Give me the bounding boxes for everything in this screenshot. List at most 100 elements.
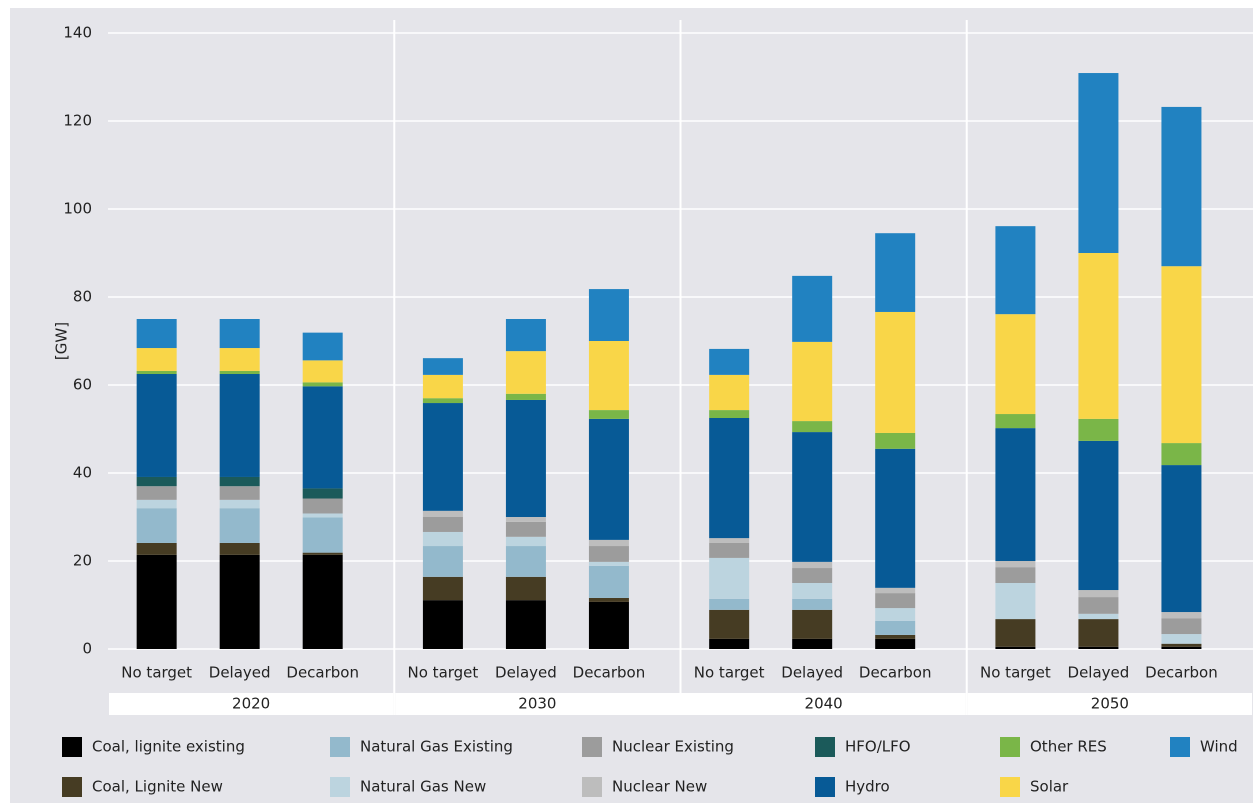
- bar-segment: [588, 410, 629, 419]
- bar-segment: [136, 319, 177, 349]
- group-label: 2050: [1091, 695, 1129, 713]
- bar-segment: [875, 634, 916, 639]
- chart-background: [10, 8, 1253, 803]
- bar-segment: [219, 319, 260, 349]
- bar-segment: [1078, 619, 1119, 647]
- legend-swatch: [815, 737, 835, 757]
- bar-segment: [302, 386, 343, 489]
- bar-segment: [1078, 418, 1119, 441]
- bar-segment: [422, 546, 463, 577]
- bar-segment: [995, 314, 1036, 415]
- bar-segment: [422, 398, 463, 404]
- bar-segment: [1078, 253, 1119, 419]
- x-tick-label: Delayed: [209, 664, 271, 682]
- bar-segment: [136, 348, 177, 371]
- bar-segment: [302, 552, 343, 555]
- bar-segment: [709, 542, 750, 558]
- bar-segment: [422, 600, 463, 649]
- legend-label: Solar: [1030, 778, 1069, 796]
- bar-segment: [792, 432, 833, 562]
- bar-segment: [422, 517, 463, 532]
- bar-segment: [709, 638, 750, 649]
- bar-segment: [422, 531, 463, 547]
- bar-segment: [422, 576, 463, 601]
- bar-segment: [995, 414, 1036, 429]
- bar-segment: [995, 567, 1036, 583]
- group-band: [395, 693, 680, 715]
- legend-label: Hydro: [845, 778, 890, 796]
- legend-swatch: [582, 737, 602, 757]
- bar-segment: [1161, 634, 1202, 644]
- bar-segment: [422, 374, 463, 399]
- group-label: 2030: [518, 695, 556, 713]
- bar-segment: [995, 226, 1036, 315]
- bar-segment: [302, 332, 343, 361]
- bar-segment: [588, 561, 629, 566]
- x-tick-label: Delayed: [1068, 664, 1130, 682]
- legend-swatch: [62, 737, 82, 757]
- bar-segment: [709, 538, 750, 543]
- legend-label: Nuclear New: [612, 778, 707, 796]
- legend-swatch: [1000, 777, 1020, 797]
- bar-segment: [219, 542, 260, 555]
- x-tick-label: Delayed: [781, 664, 843, 682]
- bar-segment: [505, 393, 546, 400]
- bar-segment: [1078, 590, 1119, 598]
- bar-segment: [709, 418, 750, 539]
- group-band: [681, 693, 966, 715]
- bar-segment: [422, 403, 463, 511]
- legend-label: Natural Gas Existing: [360, 738, 513, 756]
- legend-swatch: [62, 777, 82, 797]
- y-axis-label: [GW]: [53, 322, 71, 360]
- x-tick-label: No target: [121, 664, 192, 682]
- bar-segment: [588, 341, 629, 411]
- bar-segment: [1161, 443, 1202, 466]
- bar-segment: [995, 561, 1036, 568]
- bar-segment: [1078, 73, 1119, 253]
- group-band: [967, 693, 1252, 715]
- bar-segment: [792, 609, 833, 639]
- bar-segment: [792, 598, 833, 610]
- bar-segment: [995, 428, 1036, 561]
- bar-segment: [875, 620, 916, 635]
- bar-segment: [875, 432, 916, 449]
- bar-segment: [588, 539, 629, 547]
- bar-segment: [792, 561, 833, 569]
- y-tick-label: 140: [63, 24, 92, 42]
- bar-segment: [709, 557, 750, 599]
- bar-segment: [505, 546, 546, 577]
- bar-segment: [219, 554, 260, 649]
- x-tick-label: No target: [694, 664, 765, 682]
- bar-segment: [422, 358, 463, 375]
- bar-segment: [219, 348, 260, 371]
- y-tick-label: 20: [73, 552, 92, 570]
- bar-segment: [505, 536, 546, 547]
- bar-segment: [875, 448, 916, 588]
- bar-segment: [709, 374, 750, 411]
- bar-segment: [1078, 440, 1119, 591]
- bar-segment: [792, 421, 833, 433]
- legend-swatch: [815, 777, 835, 797]
- legend-label: Nuclear Existing: [612, 738, 734, 756]
- bar-segment: [792, 341, 833, 422]
- bar-segment: [1161, 646, 1202, 649]
- bar-segment: [875, 233, 916, 312]
- bar-segment: [136, 508, 177, 543]
- bar-segment: [995, 646, 1036, 649]
- legend-label: Other RES: [1030, 738, 1107, 756]
- bar-segment: [302, 360, 343, 383]
- bar-segment: [792, 583, 833, 599]
- bar-segment: [422, 510, 463, 517]
- bar-segment: [219, 374, 260, 477]
- bar-segment: [588, 289, 629, 341]
- bar-segment: [875, 587, 916, 594]
- bar-segment: [792, 638, 833, 649]
- bar-segment: [588, 601, 629, 649]
- bar-segment: [219, 508, 260, 543]
- bar-segment: [792, 275, 833, 342]
- bar-segment: [505, 600, 546, 649]
- bar-segment: [1078, 646, 1119, 649]
- bar-segment: [505, 576, 546, 601]
